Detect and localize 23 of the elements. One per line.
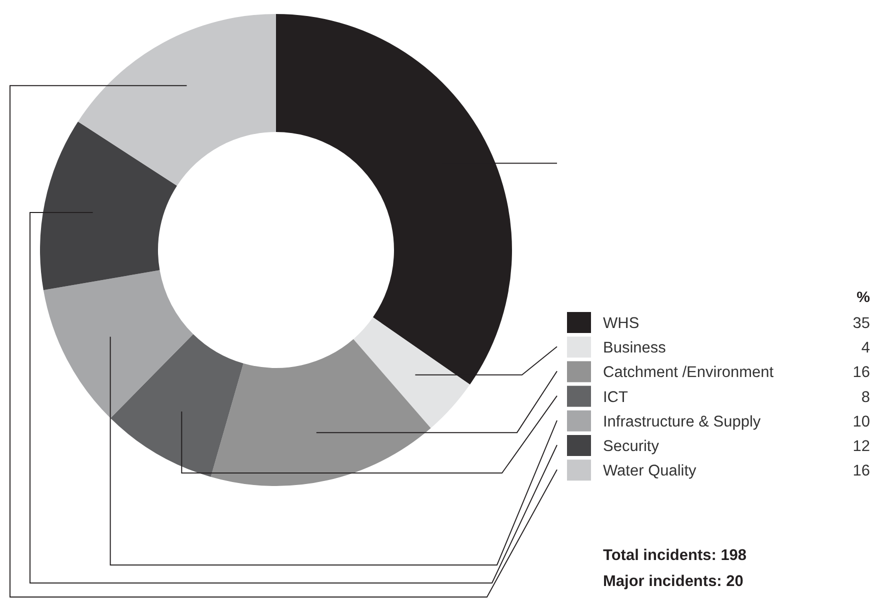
- text: Major incidents: 20: [603, 573, 744, 590]
- donut-slice: [353, 317, 470, 428]
- donut-slice: [210, 339, 431, 486]
- data-label: 4: [861, 340, 870, 357]
- donut-slice: [78, 14, 276, 186]
- donut-slice: [110, 334, 244, 477]
- data-label: 16: [852, 462, 870, 480]
- donut-slice: [40, 122, 178, 290]
- legend-label: Security: [603, 438, 660, 455]
- data-label: 16: [852, 364, 870, 382]
- data-label: 10: [852, 413, 870, 430]
- data-label: 35: [852, 315, 870, 332]
- legend-label: WHS: [603, 315, 640, 332]
- data-label: 8: [861, 388, 870, 406]
- legend-label: Infrastructure & Supply: [603, 413, 761, 430]
- text: Total incidents: 198: [603, 547, 747, 564]
- donut-slice: [43, 270, 194, 418]
- legend-title: %: [856, 289, 870, 306]
- legend-label: Catchment /Environment: [603, 364, 774, 382]
- legend-label: Water Quality: [603, 462, 697, 480]
- data-label: 12: [852, 438, 870, 455]
- legend-label: ICT: [603, 388, 628, 406]
- legend-label: Business: [603, 340, 666, 357]
